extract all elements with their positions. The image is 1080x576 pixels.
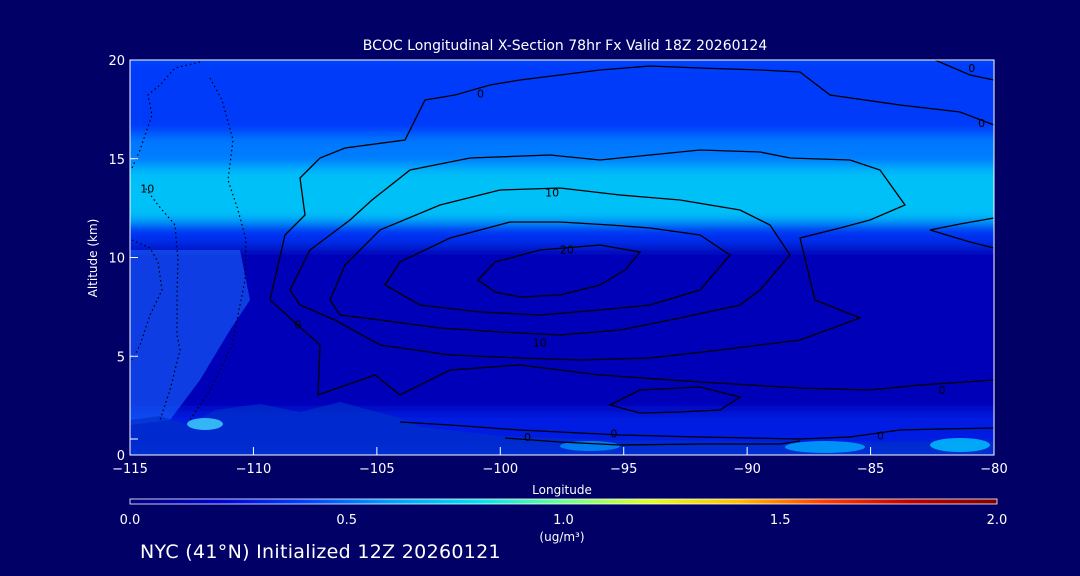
contour-line-10-outer xyxy=(289,149,906,361)
x-tick-label-0: −115 xyxy=(112,462,148,477)
field-details xyxy=(130,250,994,455)
field-band-3 xyxy=(130,221,994,246)
x-tick-label-5: −90 xyxy=(733,462,760,477)
dotted-contour-1 xyxy=(131,61,201,169)
contour-line-surface-2 xyxy=(504,437,801,446)
colorbar-units: (ug/m³) xyxy=(539,530,584,544)
contour-label-10: 0 xyxy=(610,427,617,440)
colorbar: 0.0 0.5 1.0 1.5 2.0 (ug/m³) xyxy=(120,498,1008,544)
contour-line-10-mid xyxy=(329,187,791,336)
field-band-0 xyxy=(130,60,994,136)
contour-label-11: 0 xyxy=(877,429,884,442)
y-tick-label-0: 0 xyxy=(117,449,125,464)
contour-label-2: 0 xyxy=(978,117,985,130)
surface-terrain-shading xyxy=(130,402,994,455)
colorbar-tick-label-0: 0.0 xyxy=(120,513,141,528)
contour-labels: 0 0 0 10 10 20 10 0 0 0 0 0 xyxy=(140,62,985,444)
contour-line-lower-loop xyxy=(608,386,742,414)
colorbar-ticks: 0.0 0.5 1.0 1.5 2.0 xyxy=(120,513,1008,528)
contour-line-0-main xyxy=(269,65,994,301)
x-axis: −115 −110 −105 −100 −95 −90 −85 −80 xyxy=(112,447,1008,477)
contour-line-20 xyxy=(477,244,642,298)
x-tick-label-7: −80 xyxy=(980,462,1007,477)
field-band-1 xyxy=(130,135,994,167)
surface-hotspot-1 xyxy=(785,441,865,453)
x-tick-label-6: −85 xyxy=(857,462,884,477)
dotted-contour-2 xyxy=(189,77,247,421)
contour-label-8: 0 xyxy=(939,384,946,397)
field-band-4 xyxy=(130,245,994,412)
y-axis: 0 5 10 15 20 xyxy=(108,54,138,464)
x-tick-label-3: −100 xyxy=(482,462,518,477)
field-bands xyxy=(130,60,994,455)
surface-hotspot-4 xyxy=(187,418,223,430)
contour-label-0: 0 xyxy=(477,88,484,101)
x-tick-label-2: −105 xyxy=(359,462,395,477)
colorbar-tick-label-4: 2.0 xyxy=(987,513,1008,528)
colorbar-tick-label-1: 0.5 xyxy=(336,513,357,528)
initialization-caption: NYC (41°N) Initialized 12Z 20260121 xyxy=(140,541,501,563)
y-tick-label-2: 10 xyxy=(108,252,125,267)
x-axis-label: Longitude xyxy=(532,483,592,497)
y-tick-label-1: 5 xyxy=(117,350,125,365)
contour-label-4: 10 xyxy=(545,186,559,199)
x-tick-label-4: −95 xyxy=(610,462,637,477)
contour-line-surface xyxy=(399,421,994,440)
contour-label-9: 0 xyxy=(524,431,531,444)
colorbar-tick-label-2: 1.0 xyxy=(553,513,574,528)
contour-line-0-outer xyxy=(934,60,994,81)
colorbar-tick-label-3: 1.5 xyxy=(770,513,791,528)
colorbar-strip xyxy=(129,498,998,505)
surface-hotspot-3 xyxy=(560,441,620,451)
y-tick-label-3: 15 xyxy=(108,153,125,168)
y-axis-label: Altitude (km) xyxy=(86,219,100,298)
contour-label-1: 0 xyxy=(968,62,975,75)
concentration-field xyxy=(130,60,994,455)
contour-label-3: 10 xyxy=(140,182,154,195)
contour-line-0-lower xyxy=(269,299,994,396)
contour-line-15 xyxy=(384,221,731,316)
chart-title: BCOC Longitudinal X-Section 78hr Fx Vali… xyxy=(363,38,768,54)
dotted-contour-4 xyxy=(131,239,163,361)
field-band-2 xyxy=(130,166,994,222)
contour-lines xyxy=(269,60,994,446)
contour-label-5: 20 xyxy=(560,244,574,257)
contour-label-7: 0 xyxy=(294,319,301,332)
dotted-contours xyxy=(131,61,247,421)
contour-label-6: 10 xyxy=(533,336,547,349)
x-tick-label-1: −110 xyxy=(236,462,272,477)
y-tick-label-4: 20 xyxy=(108,54,125,69)
surface-hotspot-2 xyxy=(930,438,990,452)
contour-line-upper-right xyxy=(929,217,994,249)
